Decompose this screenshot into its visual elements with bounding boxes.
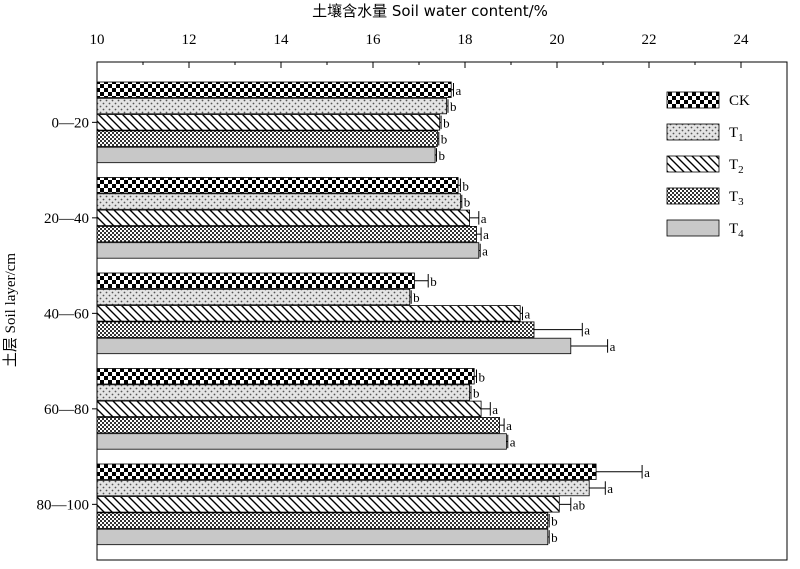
significance-label: a xyxy=(607,481,613,496)
bar xyxy=(96,496,560,513)
bar xyxy=(96,288,411,306)
legend-swatch xyxy=(666,155,720,173)
legend-swatch xyxy=(666,219,720,237)
x-tick-label: 20 xyxy=(550,32,565,48)
y-category-label: 0—20 xyxy=(52,115,90,131)
significance-label: a xyxy=(483,227,489,242)
bar xyxy=(96,81,452,98)
legend-label-subscript: 4 xyxy=(738,228,744,240)
significance-label: b xyxy=(479,369,486,384)
significance-label: a xyxy=(482,243,488,258)
legend-label-main: CK xyxy=(729,93,750,109)
legend-swatch xyxy=(666,123,720,141)
legend-label: T3 xyxy=(729,189,744,208)
bar xyxy=(96,130,438,147)
bar xyxy=(96,193,461,210)
x-tick-label: 12 xyxy=(182,32,197,48)
bar xyxy=(96,400,482,418)
significance-label: a xyxy=(644,465,650,480)
x-tick-label: 24 xyxy=(734,32,750,48)
legend-label: CK xyxy=(729,93,750,109)
legend-swatch xyxy=(666,91,720,109)
bar xyxy=(96,416,500,434)
significance-label: b xyxy=(450,99,457,114)
significance-label: a xyxy=(510,434,516,449)
significance-label: a xyxy=(506,418,512,433)
y-category-label: 20—40 xyxy=(44,211,89,227)
bar xyxy=(96,512,549,529)
x-tick-label: 16 xyxy=(366,32,382,48)
bar xyxy=(96,528,549,546)
x-axis: 10 12 14 16 18 20 22 24 xyxy=(90,32,750,68)
x-tick-label: 22 xyxy=(642,32,657,48)
x-tick-label: 10 xyxy=(90,32,105,48)
bar xyxy=(96,272,415,289)
bar xyxy=(96,479,590,497)
bar xyxy=(96,146,436,164)
bar xyxy=(96,305,521,322)
bar xyxy=(96,242,480,259)
y-axis-label: 土层 Soil layer/cm xyxy=(2,253,19,367)
significance-label: a xyxy=(584,323,590,338)
significance-label: ab xyxy=(573,497,585,512)
bar xyxy=(96,433,507,450)
legend-label-main: T xyxy=(729,221,738,237)
legend-label-subscript: 2 xyxy=(738,164,744,176)
legend-label-main: T xyxy=(729,125,738,141)
y-category-label: 40—60 xyxy=(44,306,89,322)
y-axis: 0—20 20—40 40—60 60—80 80—100 xyxy=(37,115,97,513)
significance-label: b xyxy=(473,386,480,401)
significance-label: b xyxy=(413,290,420,305)
y-category-label: 60—80 xyxy=(44,402,89,418)
significance-label: b xyxy=(464,195,471,210)
bar xyxy=(96,177,459,194)
legend-swatch xyxy=(666,187,720,205)
significance-label: b xyxy=(443,115,450,130)
legend-label: T1 xyxy=(729,125,744,144)
legend-label-subscript: 3 xyxy=(738,196,744,208)
significance-label: a xyxy=(456,83,462,98)
bar xyxy=(96,225,477,243)
bar xyxy=(96,463,597,480)
significance-label: a xyxy=(610,339,616,354)
significance-label: b xyxy=(441,132,448,147)
significance-label: b xyxy=(551,514,558,529)
bar xyxy=(96,368,475,385)
significance-label: b xyxy=(438,148,445,163)
x-tick-label: 18 xyxy=(458,32,473,48)
bar xyxy=(96,209,471,227)
bar xyxy=(96,114,441,131)
legend-label-main: T xyxy=(729,157,738,173)
significance-label: a xyxy=(481,211,487,226)
legend-label-main: T xyxy=(729,189,738,205)
x-tick-label: 14 xyxy=(274,32,290,48)
legend-label: T4 xyxy=(729,221,744,240)
legend-label: T2 xyxy=(729,157,744,176)
plot-frame xyxy=(96,61,788,561)
chart-title: 土壤含水量 Soil water content/% xyxy=(312,2,548,20)
significance-label: b xyxy=(462,178,469,193)
significance-label: b xyxy=(551,530,558,545)
bar xyxy=(96,337,572,355)
significance-label: a xyxy=(525,306,531,321)
significance-label: a xyxy=(492,402,498,417)
bar xyxy=(96,384,471,401)
legend-label-subscript: 1 xyxy=(738,132,744,144)
significance-label: b xyxy=(430,274,437,289)
y-category-label: 80—100 xyxy=(37,497,90,513)
bar xyxy=(96,97,448,115)
bar xyxy=(96,321,535,338)
